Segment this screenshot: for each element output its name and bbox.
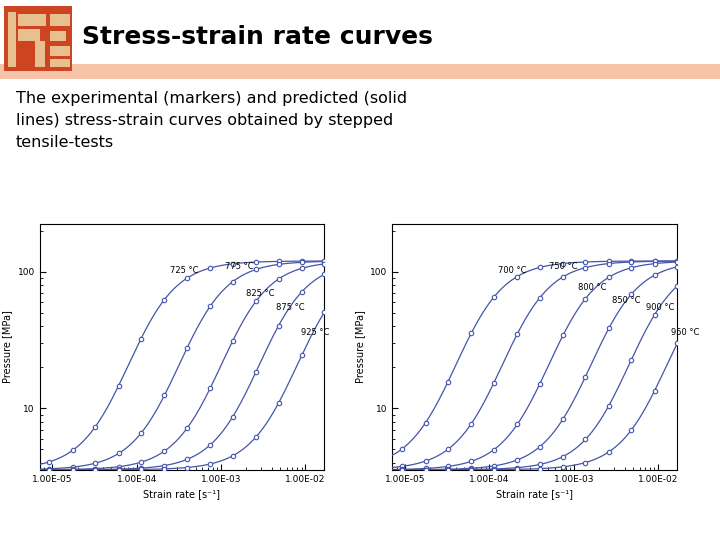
- Bar: [50, 31, 66, 41]
- Text: 875 °C: 875 °C: [276, 303, 305, 312]
- Text: 775 °C: 775 °C: [225, 262, 254, 271]
- Text: The experimental (markers) and predicted (solid
lines) stress-strain curves obta: The experimental (markers) and predicted…: [16, 91, 407, 150]
- Text: 825 °C: 825 °C: [246, 289, 275, 298]
- Bar: [50, 14, 70, 26]
- Text: 950 °C: 950 °C: [671, 328, 699, 336]
- Bar: [18, 29, 40, 41]
- Bar: [4, 6, 72, 71]
- Bar: [50, 59, 70, 68]
- Text: July 09-11, 2013: July 09-11, 2013: [347, 516, 474, 529]
- Text: 11: 11: [674, 515, 695, 530]
- Text: 925 °C: 925 °C: [301, 328, 330, 336]
- Text: 725 °C: 725 °C: [171, 266, 199, 275]
- Bar: [0, 64, 720, 79]
- Bar: [35, 41, 45, 68]
- Y-axis label: Pressure [MPa]: Pressure [MPa]: [2, 310, 12, 383]
- Bar: [8, 12, 16, 68]
- Text: 750 °C: 750 °C: [549, 262, 577, 271]
- Text: 700 °C: 700 °C: [498, 266, 526, 275]
- X-axis label: Strain rate [s⁻¹]: Strain rate [s⁻¹]: [143, 489, 220, 499]
- Text: Tarusa: Tarusa: [212, 516, 264, 529]
- X-axis label: Strain rate [s⁻¹]: Strain rate [s⁻¹]: [496, 489, 573, 499]
- Text: 850 °C: 850 °C: [612, 296, 640, 305]
- Y-axis label: Pressure [MPa]: Pressure [MPa]: [355, 310, 365, 383]
- Text: Stress-strain rate curves: Stress-strain rate curves: [82, 25, 433, 49]
- Text: 800 °C: 800 °C: [578, 283, 606, 292]
- Text: 900 °C: 900 °C: [646, 303, 674, 312]
- Bar: [18, 14, 46, 26]
- Bar: [50, 46, 70, 56]
